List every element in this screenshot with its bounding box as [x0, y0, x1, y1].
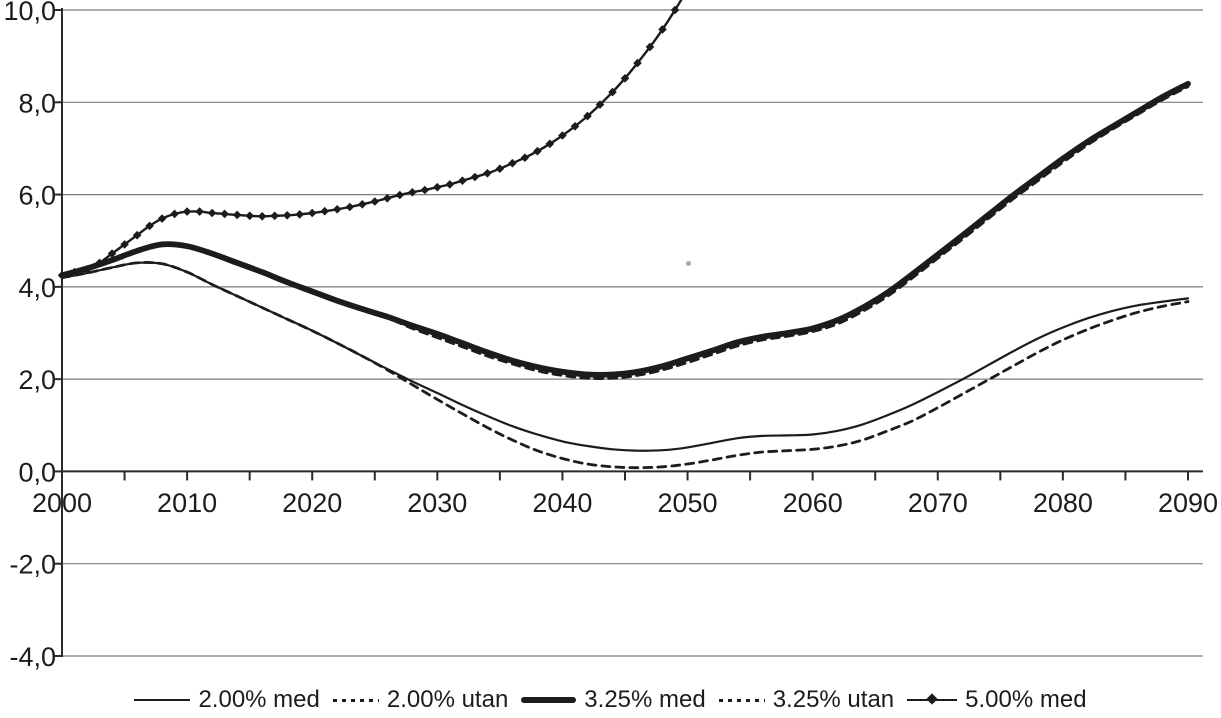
legend-label: 3.25% utan — [772, 686, 895, 713]
legend-label: 2.00% utan — [386, 686, 509, 713]
y-tick-label: 4,0 — [18, 273, 56, 303]
legend-item-2-00-med: 2.00% med — [134, 686, 320, 714]
y-tick-label: 6,0 — [18, 181, 56, 211]
x-tick-label: 2020 — [282, 488, 342, 518]
chart-legend: 2.00% med 2.00% utan 3.25% med 3.25% uta… — [0, 683, 1221, 717]
series-0-line — [60, 261, 1190, 452]
legend-line-sample-dashed — [718, 698, 765, 702]
legend-label: 2.00% med — [198, 686, 320, 713]
y-tick-label: 0,0 — [18, 457, 56, 487]
legend-line-sample-diamond-marker — [907, 693, 958, 705]
y-tick-label: 8,0 — [18, 88, 56, 118]
series-4-line — [60, 0, 683, 277]
x-tick-label: 2080 — [1033, 488, 1093, 518]
legend-item-3-25-med: 3.25% med — [521, 686, 706, 714]
series-4-markers — [58, 5, 680, 280]
x-tick-label: 2030 — [407, 488, 467, 518]
legend-item-5-00-med: 5.00% med — [907, 686, 1087, 714]
legend-line-sample-dashed — [332, 698, 379, 702]
legend-line-sample-thick-solid — [521, 697, 577, 703]
x-tick-label: 2070 — [908, 488, 968, 518]
x-tick-label: 2010 — [157, 488, 217, 518]
scan-artifact-dot — [686, 261, 691, 266]
legend-item-3-25-utan: 3.25% utan — [718, 686, 895, 714]
y-tick-label: -4,0 — [9, 642, 56, 672]
y-tick-label: -2,0 — [9, 550, 56, 580]
series-3-line — [60, 85, 1190, 380]
x-tick-label: 2000 — [32, 488, 92, 518]
diamond-marker-icon — [926, 693, 938, 705]
series-2-line — [59, 80, 1191, 378]
x-tick-label: 2050 — [657, 488, 717, 518]
legend-line-sample-thin-solid — [134, 699, 191, 701]
x-tick-label: 2090 — [1158, 488, 1218, 518]
y-tick-label: 10,0 — [3, 0, 56, 26]
legend-item-2-00-utan: 2.00% utan — [332, 686, 509, 714]
y-tick-label: 2,0 — [18, 365, 56, 395]
x-tick-label: 2040 — [532, 488, 592, 518]
legend-label: 3.25% med — [584, 686, 706, 713]
x-tick-label: 2060 — [783, 488, 843, 518]
legend-label: 5.00% med — [965, 686, 1087, 713]
